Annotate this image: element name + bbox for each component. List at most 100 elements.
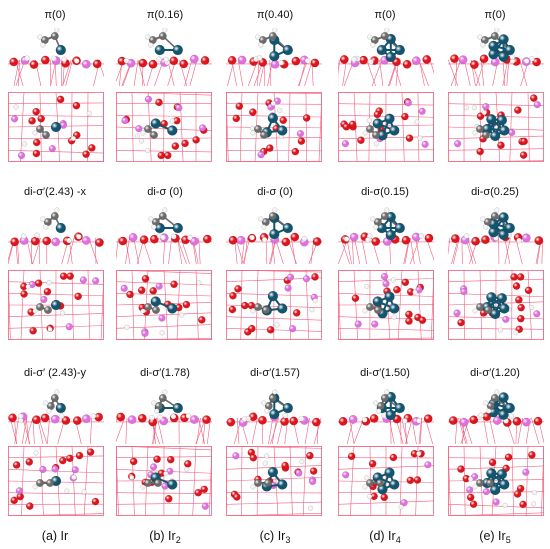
hydrogen-atom: [301, 235, 308, 242]
hydrogen-atom: [73, 58, 80, 64]
oxygen-atom: [311, 273, 319, 281]
iridium-atom: [389, 125, 400, 136]
side-view-r3-c2: [116, 386, 212, 444]
oxygen-atom: [357, 136, 365, 145]
hydrogen-atom: [249, 234, 255, 241]
hydrogen-atom: [250, 130, 256, 136]
hydrogen-atom: [513, 330, 519, 336]
oxygen-atom: [291, 56, 301, 66]
hydrogen-atom: [351, 56, 357, 63]
oxygen-atom: [181, 139, 189, 148]
iridium-atom: [150, 296, 161, 307]
oxygen-atom: [88, 144, 96, 152]
indium-atom: [81, 59, 91, 69]
oxygen-atom: [234, 285, 242, 293]
carbon-atom: [254, 479, 263, 488]
indium-atom: [522, 468, 530, 476]
oxygen-atom: [448, 416, 458, 425]
iridium-atom: [55, 402, 66, 414]
iridium-atom: [496, 292, 508, 304]
oxygen-atom: [171, 142, 180, 150]
hydrogen-atom: [480, 42, 486, 48]
hydrogen-atom: [170, 413, 177, 420]
hydrogen-atom: [170, 233, 177, 240]
carbon-atom: [46, 479, 55, 488]
indium-atom: [521, 417, 531, 427]
hydrogen-atom: [148, 216, 154, 222]
oxygen-atom: [137, 413, 147, 423]
hydrogen-atom: [472, 308, 478, 314]
iridium-atom: [384, 291, 395, 302]
hydrogen-atom: [258, 216, 264, 222]
caption-c: (c) Ir3: [259, 529, 291, 545]
hydrogen-atom: [54, 28, 60, 33]
hydrogen-atom: [384, 28, 390, 33]
side-view-r3-c3: [226, 386, 322, 444]
hydrogen-atom: [494, 207, 500, 213]
oxygen-atom: [32, 107, 40, 116]
oxygen-atom: [339, 55, 349, 64]
oxygen-atom: [405, 310, 413, 319]
iridium-atom: [172, 402, 183, 414]
indium-atom: [198, 124, 207, 132]
iridium-atom: [167, 303, 178, 314]
iridium-atom: [498, 229, 509, 240]
indium-atom: [10, 115, 19, 123]
hydrogen-atom: [483, 400, 489, 406]
carbon-atom: [484, 306, 493, 315]
carbon-atom: [260, 131, 269, 140]
carbon-atom: [476, 303, 485, 312]
label-r1-c4: π(0): [374, 9, 396, 21]
oxygen-atom: [42, 236, 52, 246]
iridium-atom: [269, 50, 280, 62]
hydrogen-atom: [364, 475, 370, 481]
carbon-atom: [490, 32, 499, 41]
top-view-r1-c5: [448, 92, 544, 162]
hydrogen-atom: [145, 34, 151, 40]
oxygen-atom: [8, 413, 17, 423]
iridium-atom: [277, 303, 288, 314]
label-r3-c1: di-σ′ (2.43)-y: [23, 367, 87, 379]
hydrogen-atom: [367, 34, 373, 40]
carbon-atom: [158, 212, 167, 221]
oxygen-atom: [149, 234, 159, 244]
oxygen-atom: [139, 235, 149, 245]
oxygen-atom: [9, 57, 19, 67]
indium-atom: [424, 461, 432, 469]
oxygen-atom: [290, 232, 300, 242]
iridium-atom: [277, 125, 288, 136]
hydrogen-atom: [187, 234, 193, 241]
oxygen-atom: [61, 416, 71, 425]
indium-atom: [158, 314, 166, 322]
hydrogen-atom: [258, 42, 264, 48]
oxygen-atom: [194, 488, 202, 497]
carbon-atom: [36, 479, 45, 488]
top-view-r3-c4: [338, 446, 434, 516]
indium-atom: [482, 103, 490, 111]
indium-atom: [155, 282, 163, 290]
top-view-r1-c1: [8, 92, 104, 162]
indium-atom: [492, 498, 500, 506]
oxygen-atom: [32, 149, 41, 158]
iridium-atom: [499, 479, 510, 490]
oxygen-atom: [227, 55, 237, 65]
hydrogen-atom: [32, 308, 38, 314]
iridium-atom: [267, 290, 279, 302]
carbon-atom: [376, 479, 385, 488]
hydrogen-atom: [162, 207, 168, 213]
carbon-atom: [486, 479, 495, 488]
indium-atom: [418, 107, 426, 115]
indium-atom: [459, 417, 469, 427]
hydrogen-atom: [20, 233, 27, 240]
hydrogen-atom: [261, 236, 268, 243]
oxygen-atom: [86, 448, 95, 456]
oxygen-atom: [466, 493, 475, 502]
iridium-atom: [55, 222, 66, 234]
indium-atom: [471, 473, 479, 481]
iridium-atom: [154, 44, 165, 56]
hydrogen-atom: [54, 207, 60, 213]
hydrogen-atom: [366, 117, 372, 124]
iridium-atom: [267, 112, 279, 124]
carbon-atom: [36, 125, 45, 134]
hydrogen-atom: [86, 110, 92, 116]
